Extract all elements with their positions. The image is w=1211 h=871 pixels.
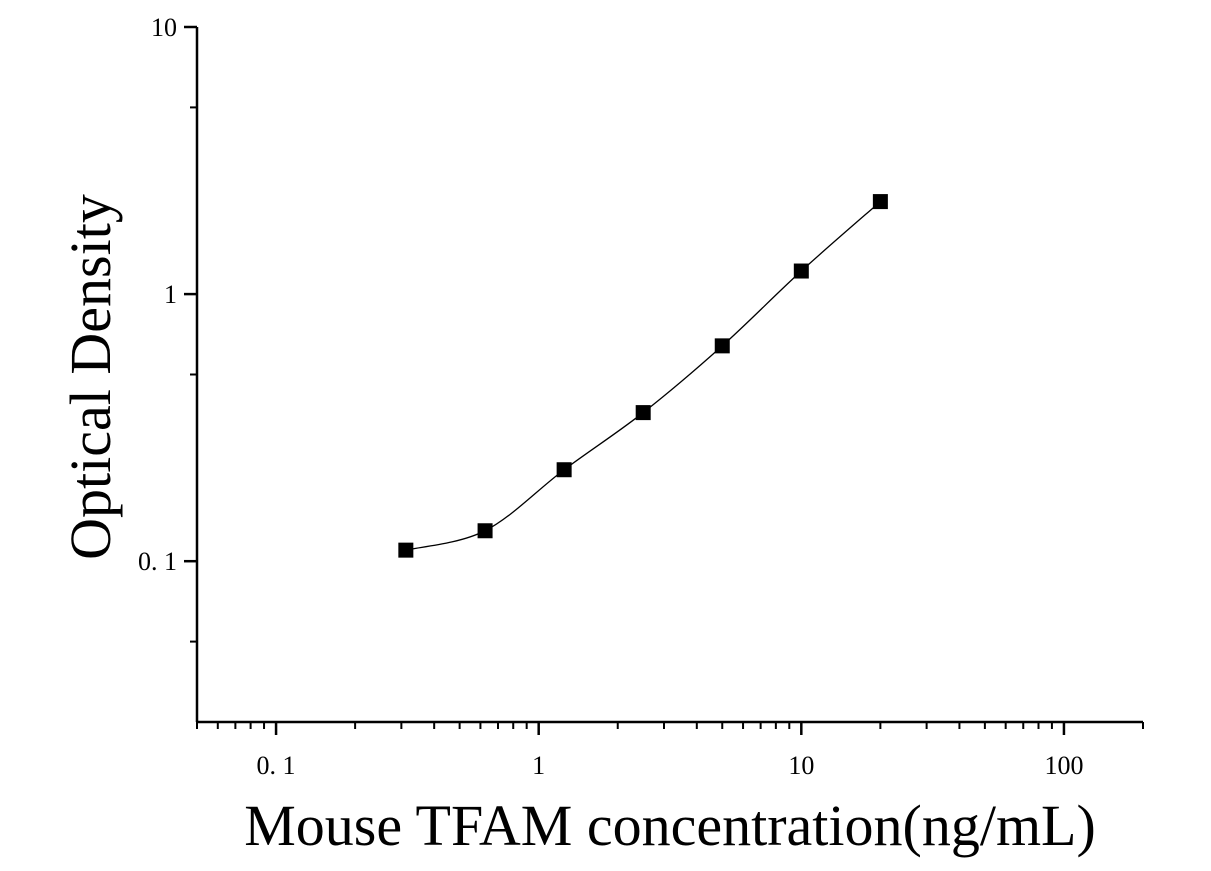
data-point xyxy=(477,523,493,539)
y-axis-ticks: 0. 1 1 10 xyxy=(138,13,197,643)
x-tick-label: 100 xyxy=(1044,751,1083,780)
y-tick-label: 1 xyxy=(164,280,177,309)
x-tick-label: 0. 1 xyxy=(257,751,296,780)
y-tick-label: 10 xyxy=(151,13,177,42)
y-axis-title: Optical Density xyxy=(58,194,123,560)
x-tick-label: 1 xyxy=(532,751,545,780)
data-point xyxy=(635,405,651,421)
y-tick-label: 0. 1 xyxy=(138,547,177,576)
axes xyxy=(195,27,1143,724)
x-tick-label: 10 xyxy=(788,751,814,780)
fit-curve xyxy=(405,201,881,551)
data-point xyxy=(793,263,809,279)
data-point xyxy=(556,462,572,478)
data-point xyxy=(714,338,730,354)
x-axis-title: Mouse TFAM concentration(ng/mL) xyxy=(244,793,1096,858)
data-point xyxy=(398,542,414,558)
data-point xyxy=(872,194,888,210)
fit-curve-group xyxy=(405,201,881,551)
x-axis-ticks: 0. 1 1 10 100 xyxy=(196,722,1144,780)
data-points xyxy=(398,194,888,558)
